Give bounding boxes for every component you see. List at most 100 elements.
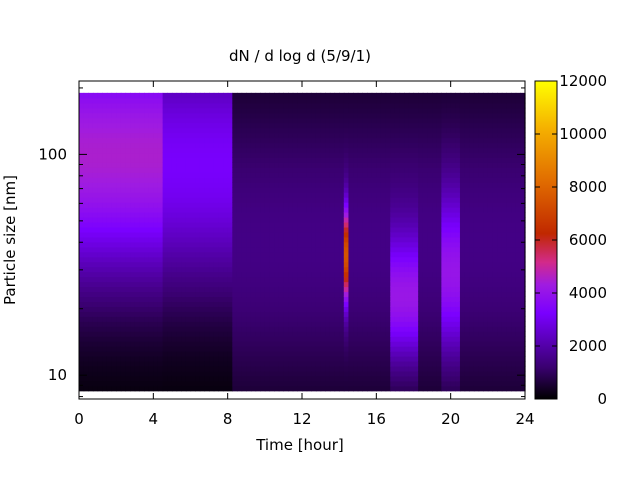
heatmap-cell: [190, 127, 196, 134]
heatmap-cell: [297, 331, 303, 337]
heatmap-cell: [106, 226, 113, 233]
heatmap-cell: [162, 197, 168, 203]
heatmap-cell: [171, 231, 178, 238]
heatmap-cell: [260, 375, 266, 382]
heatmap-cell: [432, 321, 438, 327]
heatmap-cell: [241, 246, 247, 253]
heatmap-cell: [343, 177, 350, 183]
heatmap-cell: [390, 341, 396, 347]
heatmap-cell: [274, 226, 280, 233]
heatmap-cell: [171, 212, 178, 218]
heatmap-cell: [157, 172, 164, 178]
heatmap-cell: [264, 341, 271, 347]
heatmap-cell: [106, 380, 113, 387]
heatmap-cell: [134, 197, 140, 203]
heatmap-cell: [371, 216, 377, 223]
heatmap-cell: [139, 117, 145, 124]
heatmap-cell: [334, 231, 340, 238]
heatmap-cell: [236, 365, 243, 372]
heatmap-cell: [394, 291, 401, 298]
heatmap-cell: [144, 326, 150, 332]
heatmap-cell: [204, 241, 210, 248]
heatmap-cell: [227, 351, 233, 357]
heatmap-cell: [227, 117, 233, 124]
heatmap-cell: [204, 351, 210, 357]
heatmap-cell: [446, 296, 452, 302]
heatmap-cell: [209, 127, 215, 134]
heatmap-cell: [362, 370, 368, 377]
heatmap-cell: [120, 107, 127, 114]
heatmap-cell: [390, 172, 396, 178]
heatmap-cell: [97, 341, 103, 347]
heatmap-cell: [116, 226, 122, 233]
heatmap-cell: [371, 281, 377, 288]
heatmap-cell: [274, 356, 280, 362]
heatmap-cell: [97, 286, 103, 293]
heatmap-cell: [315, 187, 322, 193]
heatmap-cell: [153, 221, 159, 228]
heatmap-cell: [380, 336, 387, 342]
heatmap-cell: [348, 321, 354, 327]
heatmap-cell: [418, 306, 424, 312]
heatmap-cell: [218, 336, 224, 342]
heatmap-cell: [399, 365, 405, 372]
heatmap-cell: [418, 92, 424, 99]
heatmap-cell: [357, 162, 363, 168]
heatmap-cell: [446, 231, 452, 238]
heatmap-cell: [297, 197, 303, 203]
heatmap-cell: [427, 122, 433, 129]
heatmap-cell: [353, 221, 359, 228]
heatmap-cell: [213, 286, 219, 293]
heatmap-cell: [376, 212, 382, 218]
heatmap-cell: [97, 276, 103, 283]
heatmap-cell: [209, 316, 215, 322]
heatmap-cell: [120, 207, 127, 213]
heatmap-cell: [241, 132, 247, 139]
heatmap-cell: [260, 172, 266, 178]
heatmap-cell: [450, 122, 456, 129]
heatmap-cell: [97, 216, 103, 223]
heatmap-cell: [302, 152, 308, 158]
heatmap-cell: [144, 221, 150, 228]
heatmap-cell: [399, 226, 405, 233]
heatmap-cell: [102, 271, 108, 278]
heatmap-cell: [120, 316, 127, 322]
heatmap-cell: [130, 157, 136, 163]
heatmap-cell: [106, 221, 113, 228]
heatmap-cell: [432, 296, 438, 302]
heatmap-cell: [223, 172, 229, 178]
heatmap-cell: [185, 321, 192, 327]
heatmap-cell: [125, 172, 131, 178]
heatmap-cell: [418, 102, 424, 109]
heatmap-cell: [176, 132, 182, 139]
heatmap-cell: [130, 112, 136, 119]
heatmap-cell: [148, 380, 154, 387]
heatmap-cell: [441, 256, 447, 263]
heatmap-cell: [260, 356, 266, 362]
heatmap-cell: [144, 107, 150, 114]
heatmap-cell: [250, 351, 257, 357]
heatmap-cell: [195, 97, 201, 104]
heatmap-cell: [176, 207, 182, 213]
heatmap-cell: [250, 142, 257, 149]
heatmap-cell: [227, 256, 233, 263]
heatmap-cell: [79, 365, 85, 372]
heatmap-cell: [362, 152, 368, 158]
heatmap-cell: [264, 231, 271, 238]
heatmap-cell: [306, 291, 312, 298]
heatmap-cell: [130, 187, 136, 193]
heatmap-cell: [241, 182, 247, 188]
heatmap-cell: [446, 316, 452, 322]
heatmap-cell: [157, 202, 164, 208]
heatmap-cell: [385, 177, 391, 183]
heatmap-cell: [181, 246, 187, 253]
heatmap-cell: [390, 266, 396, 273]
heatmap-cell: [306, 117, 312, 124]
heatmap-cell: [408, 132, 415, 139]
heatmap-cell: [181, 172, 187, 178]
heatmap-cell: [148, 236, 154, 243]
heatmap-cell: [130, 356, 136, 362]
heatmap-cell: [144, 331, 150, 337]
heatmap-cell: [260, 127, 266, 134]
heatmap-cell: [246, 321, 252, 327]
